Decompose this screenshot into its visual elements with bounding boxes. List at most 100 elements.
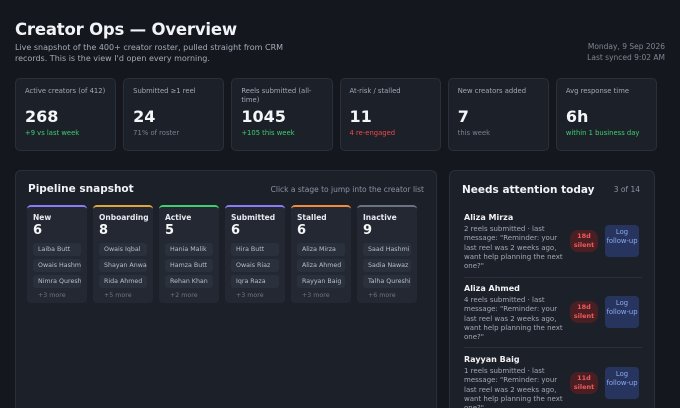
creator-chip[interactable]: Sadia Nawaz (363, 259, 411, 272)
creator-chip[interactable]: Saad Hashmi (363, 243, 411, 256)
badge-days: 18d (577, 303, 591, 311)
more-link[interactable]: +2 more (170, 292, 198, 299)
creator-chip[interactable]: Owais Iqbal (99, 243, 147, 256)
page-header: Creator Ops — Overview Live snapshot of … (15, 20, 665, 64)
creator-chip[interactable]: Aliza Ahmed (297, 259, 345, 272)
creator-name: Aliza Ahmed (464, 284, 520, 293)
more-link[interactable]: +3 more (38, 292, 66, 299)
stage-count: 8 (99, 223, 109, 238)
stage-submitted[interactable]: Submitted 6 Hira Butt Owais Riaz Iqra Ra… (225, 205, 285, 303)
stat-label: Active creators (of 412) (25, 87, 106, 95)
creator-chip[interactable]: Laiba Butt (33, 243, 81, 256)
creator-chip[interactable]: Talha Qureshi (363, 275, 411, 288)
creator-message: 2 reels submitted · last message: "Remin… (464, 225, 563, 271)
stat-sub: 4 re-engaged (349, 129, 396, 137)
stage-name: Active (165, 213, 192, 222)
stage-name: Stalled (297, 213, 327, 222)
stat-sub: 71% of roster (133, 129, 180, 137)
attention-item: Aliza Mirza 2 reels submitted · last mes… (450, 213, 654, 271)
stat-value: 1045 (241, 107, 286, 126)
attention-item: Rayyan Baig 1 reels submitted · last mes… (450, 355, 654, 408)
stage-active[interactable]: Active 5 Hania Malik Hamza Butt Rehan Kh… (159, 205, 219, 303)
creator-message: 4 reels submitted · last message: "Remin… (464, 296, 563, 342)
stat-value: 11 (349, 107, 372, 126)
badge-label: silent (573, 312, 595, 320)
date-block: Monday, 9 Sep 2026 Last synced 9:02 AM (587, 41, 665, 63)
stat-label: New creators added (457, 87, 527, 95)
stats-row: Active creators (of 412) 268 +9 vs last … (15, 78, 658, 151)
attention-title: Needs attention today (462, 184, 595, 196)
more-link[interactable]: +6 more (368, 292, 396, 299)
current-date: Monday, 9 Sep 2026 (587, 42, 665, 51)
badge-label: silent (573, 241, 595, 249)
creator-message: 1 reels submitted · last message: "Remin… (464, 367, 563, 408)
creator-chip[interactable]: Hira Butt (231, 243, 279, 256)
page-subtitle: Live snapshot of the 400+ creator roster… (15, 43, 284, 63)
stage-new[interactable]: New 6 Laiba Butt Owais Hashmi Nimra Qure… (27, 205, 87, 303)
stage-count: 6 (297, 223, 307, 238)
stage-onboarding[interactable]: Onboarding 8 Owais Iqbal Shayan Anwar Ri… (93, 205, 153, 303)
stage-name: Onboarding (99, 213, 149, 222)
silent-badge: 11d silent (570, 372, 598, 394)
stage-inactive[interactable]: Inactive 9 Saad Hashmi Sadia Nawaz Talha… (357, 205, 417, 303)
creator-chip[interactable]: Owais Hashmi (33, 259, 81, 272)
stat-label: Submitted ≥1 reel (133, 87, 196, 95)
pipeline-title: Pipeline snapshot (28, 183, 134, 195)
stat-value: 24 (133, 107, 156, 126)
creator-chip[interactable]: Rayyan Baig (297, 275, 345, 288)
creator-chip[interactable]: Rehan Khan (165, 275, 213, 288)
stat-card-submitted: Submitted ≥1 reel 24 71% of roster (123, 78, 225, 151)
stat-card-at-risk: At-risk / stalled 11 4 re-engaged (339, 78, 441, 151)
stage-name: Inactive (363, 213, 397, 222)
last-synced: Last synced 9:02 AM (587, 53, 665, 62)
page-title: Creator Ops — Overview (15, 20, 237, 39)
stage-name: New (33, 213, 52, 222)
stat-sub: +9 vs last week (25, 129, 80, 137)
stat-sub: +105 this week (241, 129, 295, 137)
attention-count: 3 of 14 (613, 185, 640, 194)
divider (464, 347, 642, 348)
creator-chip[interactable]: Rida Ahmed (99, 275, 147, 288)
more-link[interactable]: +3 more (302, 292, 330, 299)
log-follow-up-button[interactable]: Log follow-up (605, 367, 639, 399)
log-follow-up-button[interactable]: Log follow-up (605, 296, 639, 328)
stat-value: 268 (25, 107, 59, 126)
stage-count: 9 (363, 223, 373, 238)
pipeline-panel: Pipeline snapshot Click a stage to jump … (15, 170, 437, 408)
stat-card-active: Active creators (of 412) 268 +9 vs last … (15, 78, 117, 151)
stat-label: Avg response time (565, 87, 629, 95)
creator-chip[interactable]: Hamza Butt (165, 259, 213, 272)
stat-sub: this week (457, 129, 491, 137)
divider (464, 277, 642, 278)
stat-sub: within 1 business day (565, 129, 640, 137)
stat-card-response-time: Avg response time 6h within 1 business d… (555, 78, 658, 151)
silent-badge: 18d silent (570, 301, 598, 323)
stage-count: 6 (33, 223, 43, 238)
creator-name: Aliza Mirza (464, 213, 514, 222)
stage-stalled[interactable]: Stalled 6 Aliza Mirza Aliza Ahmed Rayyan… (291, 205, 351, 303)
stage-count: 6 (231, 223, 241, 238)
more-link[interactable]: +5 more (104, 292, 132, 299)
stat-value: 7 (457, 107, 469, 126)
creator-chip[interactable]: Hania Malik (165, 243, 213, 256)
more-link[interactable]: +3 more (236, 292, 264, 299)
attention-item: Aliza Ahmed 4 reels submitted · last mes… (450, 284, 654, 342)
creator-chip[interactable]: Shayan Anwar (99, 259, 147, 272)
creator-name: Rayyan Baig (464, 355, 520, 364)
stat-card-reels: Reels submitted (all-time) 1045 +105 thi… (231, 78, 333, 151)
stage-count: 5 (165, 223, 175, 238)
stat-label: Reels submitted (all-time) (241, 87, 312, 104)
badge-days: 18d (577, 232, 591, 240)
creator-chip[interactable]: Nimra Qureshi (33, 275, 81, 288)
pipeline-hint: Click a stage to jump into the creator l… (270, 185, 424, 194)
stage-name: Submitted (231, 213, 276, 222)
log-follow-up-button[interactable]: Log follow-up (605, 225, 639, 257)
creator-chip[interactable]: Aliza Mirza (297, 243, 345, 256)
creator-chip[interactable]: Owais Riaz (231, 259, 279, 272)
creator-chip[interactable]: Iqra Raza (231, 275, 279, 288)
badge-days: 11d (577, 374, 591, 382)
badge-label: silent (573, 383, 595, 391)
pipeline-stages: New 6 Laiba Butt Owais Hashmi Nimra Qure… (27, 205, 427, 303)
stat-card-new-creators: New creators added 7 this week (447, 78, 549, 151)
attention-panel: Needs attention today 3 of 14 Aliza Mirz… (449, 170, 655, 408)
